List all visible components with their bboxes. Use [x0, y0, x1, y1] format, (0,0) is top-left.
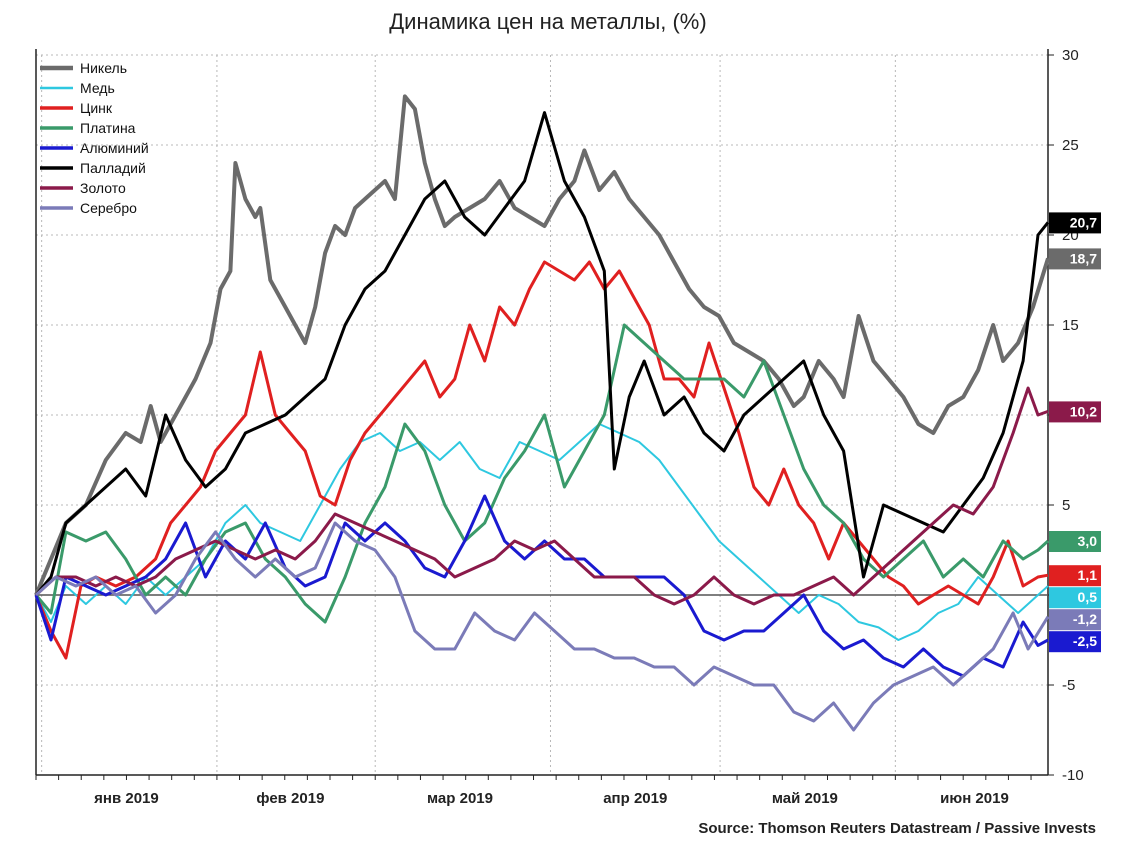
end-label-text: 3,0	[1078, 533, 1098, 549]
chart-source: Source: Thomson Reuters Datastream / Pas…	[698, 820, 1096, 837]
series-line-3	[34, 323, 1050, 624]
chart-series	[34, 94, 1050, 732]
legend-label-5: Палладий	[80, 160, 146, 176]
series-line-0	[34, 94, 1050, 596]
end-label-box	[1049, 401, 1101, 423]
x-tick-label: апр 2019	[603, 790, 667, 807]
x-tick-label: янв 2019	[94, 790, 159, 807]
end-label-box	[1049, 609, 1101, 631]
end-label-text: 0,5	[1078, 589, 1098, 605]
end-label-4: -2,5	[1049, 631, 1101, 653]
end-label-2: 1,1	[1049, 565, 1101, 587]
series-end-labels: 20,7 18,7 10,2 3,0 1,1 0,5 -1,2 -2,5	[1049, 212, 1101, 653]
end-label-box	[1049, 248, 1101, 270]
legend-label-2: Цинк	[80, 100, 113, 116]
end-label-box	[1049, 565, 1101, 587]
y-tick-label: 30	[1062, 47, 1079, 64]
end-label-1: 0,5	[1049, 587, 1101, 609]
end-label-6: 10,2	[1049, 401, 1101, 423]
end-label-7: -1,2	[1049, 609, 1101, 631]
end-label-box	[1049, 212, 1101, 234]
end-label-text: -2,5	[1073, 633, 1097, 649]
end-label-text: 20,7	[1070, 214, 1097, 230]
end-label-box	[1049, 531, 1101, 552]
x-tick-label: мар 2019	[427, 790, 493, 807]
y-tick-label: 15	[1062, 317, 1079, 334]
end-label-text: 18,7	[1070, 250, 1097, 266]
end-label-text: 1,1	[1078, 567, 1098, 583]
series-line-1	[35, 423, 1049, 641]
y-tick-label: 5	[1062, 497, 1070, 514]
end-label-5: 20,7	[1049, 212, 1101, 234]
chart-grid	[36, 54, 1048, 776]
end-label-text: 10,2	[1070, 403, 1097, 419]
x-tick-label: фев 2019	[256, 790, 324, 807]
end-label-0: 18,7	[1049, 248, 1101, 270]
series-line-7	[34, 521, 1050, 732]
x-tick-label: май 2019	[772, 790, 838, 807]
end-label-text: -1,2	[1073, 611, 1097, 627]
legend-label-1: Медь	[80, 80, 115, 96]
y-tick-label: -5	[1062, 677, 1075, 694]
y-tick-label: -10	[1062, 767, 1084, 784]
series-line-5	[34, 111, 1050, 596]
series-line-4	[34, 494, 1049, 678]
legend-label-4: Алюминий	[80, 140, 149, 156]
series-line-6	[34, 386, 1049, 606]
x-tick-label: июн 2019	[940, 790, 1009, 807]
end-label-box	[1049, 631, 1101, 653]
chart-legend: Никель Медь Цинк Платина Алюминий Палладий Зол…	[40, 60, 149, 216]
legend-label-6: Золото	[80, 180, 126, 196]
chart-title: Динамика цен на металлы, (%)	[389, 9, 706, 34]
legend-label-7: Серебро	[80, 200, 137, 216]
series-line-2	[34, 260, 1049, 660]
legend-label-3: Платина	[80, 120, 136, 136]
legend-label-0: Никель	[80, 60, 127, 76]
end-label-box	[1049, 587, 1101, 609]
y-tick-label: 25	[1062, 137, 1079, 154]
end-label-3: 3,0	[1049, 531, 1101, 552]
